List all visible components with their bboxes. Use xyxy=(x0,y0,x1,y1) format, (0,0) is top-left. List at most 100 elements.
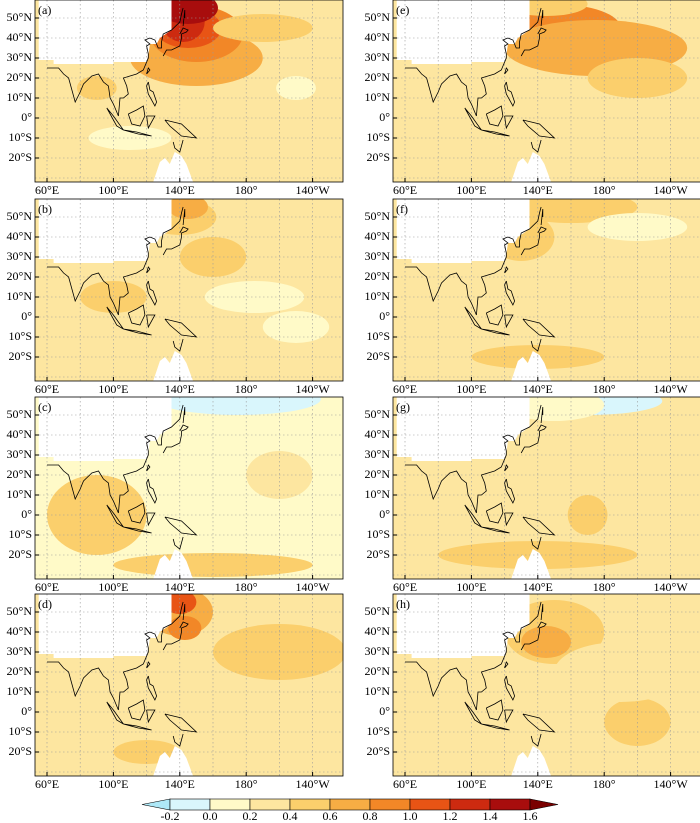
panel-label: (d) xyxy=(38,597,52,611)
lon-label: 100°E xyxy=(98,580,128,594)
lat-label: 10°N xyxy=(7,90,33,104)
coastline xyxy=(182,406,186,424)
coastline xyxy=(146,280,158,306)
lon-label: 140°E xyxy=(165,777,195,791)
lon-label: 140°E xyxy=(523,382,553,396)
coastline xyxy=(485,502,504,524)
lat-label: 20°N xyxy=(365,664,391,678)
lon-label: 140°W xyxy=(296,777,331,791)
anomaly-shading xyxy=(567,495,608,535)
land-mask xyxy=(153,152,194,182)
lat-label: 20°N xyxy=(7,664,33,678)
lon-label: 140°W xyxy=(654,777,689,791)
coastline xyxy=(162,621,189,651)
coastline xyxy=(504,709,514,724)
lon-label: 140°W xyxy=(654,580,689,594)
coastline xyxy=(485,699,504,721)
lat-label: 10°N xyxy=(365,684,391,698)
lat-label: 10°N xyxy=(7,289,33,303)
lat-label: 50°N xyxy=(7,10,33,24)
panel-frame xyxy=(34,0,344,183)
lat-label: 40°N xyxy=(7,229,33,243)
lon-label: 60°E xyxy=(35,580,59,594)
lat-label: 40°N xyxy=(365,427,391,441)
lat-label: 20°N xyxy=(7,70,33,84)
panel-label: (b) xyxy=(38,202,52,216)
coastline xyxy=(146,314,156,329)
lon-label: 60°E xyxy=(393,382,417,396)
lat-label: 20°N xyxy=(365,269,391,283)
lon-label: 180° xyxy=(593,382,616,396)
lon-label: 100°E xyxy=(456,777,486,791)
lat-label: 10°N xyxy=(365,289,391,303)
coastline xyxy=(127,105,146,127)
lon-label: 180° xyxy=(593,183,616,197)
lon-label: 100°E xyxy=(98,183,128,197)
coastline xyxy=(540,603,544,621)
coastline xyxy=(485,105,504,127)
lat-label: 10°S xyxy=(9,724,32,738)
coastline xyxy=(146,464,151,472)
lat-label: 30°N xyxy=(365,644,391,658)
panel-label: (f) xyxy=(396,202,408,216)
lon-label: 140°E xyxy=(165,382,195,396)
lon-label: 100°E xyxy=(98,777,128,791)
coastline xyxy=(540,9,544,27)
lat-label: 30°N xyxy=(7,447,33,461)
lon-label: 140°W xyxy=(654,183,689,197)
colorbar-tick-label: -0.2 xyxy=(161,809,180,823)
lon-label: 180° xyxy=(235,580,258,594)
panel-label: (c) xyxy=(38,400,51,414)
land-mask xyxy=(38,397,172,461)
colorbar-tick-label: 0.0 xyxy=(203,809,218,823)
lon-label: 100°E xyxy=(456,183,486,197)
lat-label: 40°N xyxy=(7,624,33,638)
coastline xyxy=(182,9,186,27)
map-area xyxy=(35,397,343,579)
map-panel: (d) 50°N 40°N 30°N 20°N 10°N 0° 10°S 20°S 60°E 100… xyxy=(7,593,344,791)
lat-label: 10°N xyxy=(365,90,391,104)
coastline xyxy=(127,699,146,721)
colorbar-tick-label: 0.4 xyxy=(283,809,298,823)
coastline xyxy=(405,206,542,316)
lon-label: 60°E xyxy=(35,777,59,791)
lon-label: 180° xyxy=(235,382,258,396)
lat-label: 40°N xyxy=(365,624,391,638)
lat-label: 10°S xyxy=(9,527,32,541)
lat-label: 0° xyxy=(379,110,390,124)
lat-label: 0° xyxy=(379,507,390,521)
lat-label: 50°N xyxy=(7,604,33,618)
land-mask xyxy=(38,0,172,64)
lon-label: 60°E xyxy=(35,183,59,197)
land-mask xyxy=(396,0,530,64)
anomaly-shading xyxy=(88,126,172,150)
map-area xyxy=(393,594,700,776)
coastline xyxy=(146,709,156,724)
coastline xyxy=(182,208,186,226)
coastline xyxy=(47,601,184,711)
coastline xyxy=(164,516,198,536)
anomaly-shading xyxy=(213,14,313,42)
anomaly-shading xyxy=(179,237,247,277)
lat-label: 20°S xyxy=(367,150,390,164)
land-mask xyxy=(511,746,552,776)
anomaly-shading xyxy=(213,624,343,680)
land-mask xyxy=(153,351,194,381)
coastline xyxy=(162,27,189,57)
colorbar-tick-label: 0.8 xyxy=(363,809,378,823)
lon-label: 100°E xyxy=(456,382,486,396)
coastline xyxy=(47,206,184,316)
coastline xyxy=(464,306,482,330)
lon-label: 60°E xyxy=(393,183,417,197)
lon-label: 140°E xyxy=(165,183,195,197)
coastline xyxy=(464,107,482,131)
lat-label: 10°S xyxy=(9,130,32,144)
coastline xyxy=(405,7,542,117)
coastline xyxy=(504,115,514,130)
land-mask xyxy=(153,746,194,776)
lat-label: 10°S xyxy=(367,329,390,343)
coastline xyxy=(522,516,556,536)
coastline xyxy=(123,723,152,731)
coastline xyxy=(485,304,504,326)
land-mask xyxy=(511,549,552,579)
